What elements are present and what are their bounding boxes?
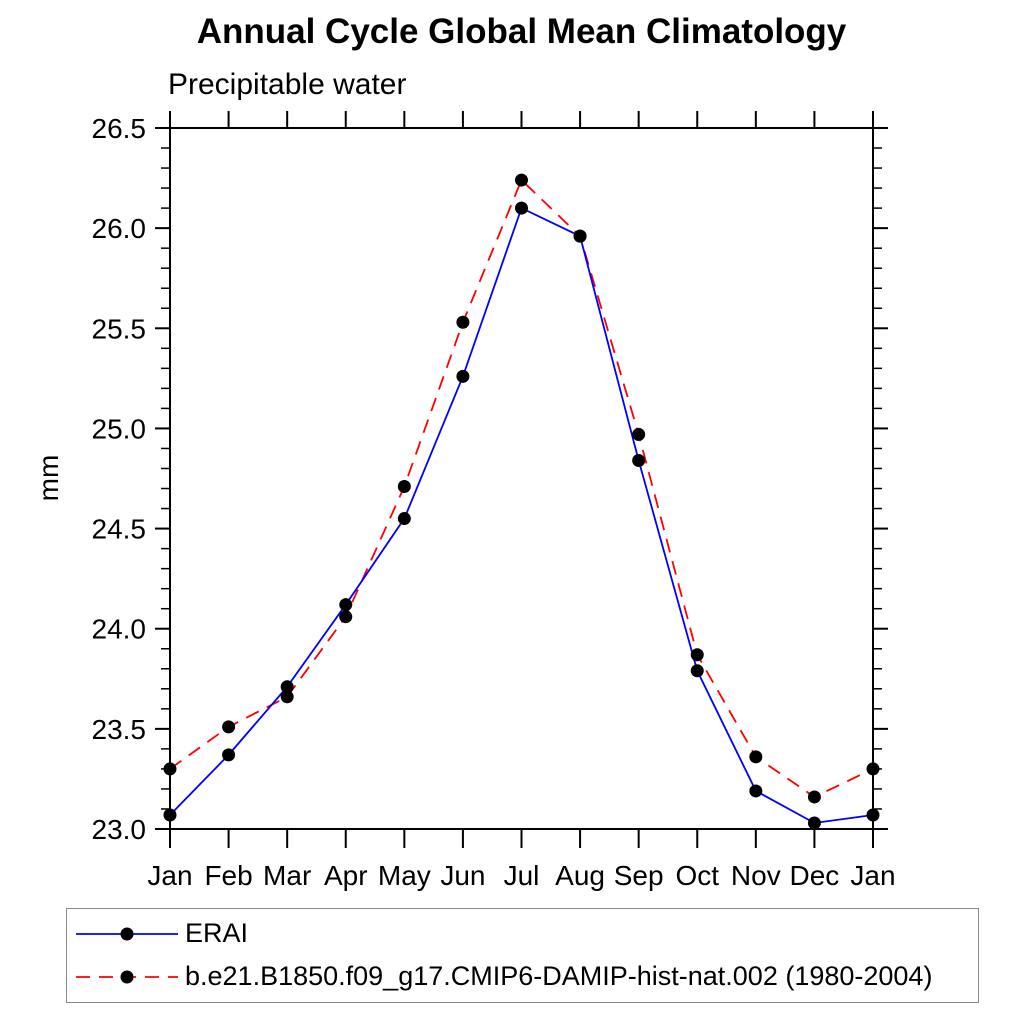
legend-label-erai: ERAI [185, 918, 249, 948]
svg-text:Sep: Sep [614, 860, 664, 891]
svg-text:Aug: Aug [555, 860, 605, 891]
legend-line-sample-erai [76, 927, 178, 941]
y-axis: 23.0 23.5 24.0 24.5 25.0 25.5 26.0 26.5 [92, 113, 888, 845]
svg-text:24.0: 24.0 [92, 614, 147, 645]
svg-text:25.5: 25.5 [92, 313, 147, 344]
svg-text:26.5: 26.5 [92, 113, 147, 144]
svg-text:Mar: Mar [263, 860, 311, 891]
svg-text:Jun: Jun [440, 860, 485, 891]
svg-text:25.0: 25.0 [92, 413, 147, 444]
svg-text:Jan: Jan [850, 860, 895, 891]
chart-subtitle: Precipitable water [168, 68, 407, 101]
erai-line [169, 206, 874, 824]
chart-title: Annual Cycle Global Mean Climatology [196, 12, 847, 51]
legend-label-model: b.e21.B1850.f09_g17.CMIP6-DAMIP-hist-nat… [185, 961, 933, 991]
svg-text:Nov: Nov [731, 860, 781, 891]
svg-text:Oct: Oct [675, 860, 719, 891]
svg-text:May: May [378, 860, 431, 891]
axes-box [169, 127, 874, 830]
svg-text:Apr: Apr [324, 860, 368, 891]
legend-line-sample-model [76, 970, 178, 984]
svg-text:23.5: 23.5 [92, 714, 147, 745]
data-point-markers [163, 173, 880, 830]
svg-text:Dec: Dec [790, 860, 840, 891]
x-axis: Jan Feb Mar Apr May Jun Jul Aug Sep Oct Nov Dec Jan [147, 111, 896, 891]
model-line [169, 178, 874, 798]
svg-text:Feb: Feb [204, 860, 252, 891]
svg-text:Jul: Jul [504, 860, 540, 891]
svg-text:Jan: Jan [147, 860, 192, 891]
svg-text:24.5: 24.5 [92, 514, 147, 545]
legend-item-erai: ERAI [67, 912, 978, 955]
legend-item-model: b.e21.B1850.f09_g17.CMIP6-DAMIP-hist-nat… [67, 955, 978, 998]
svg-text:26.0: 26.0 [92, 213, 147, 244]
legend: ERAI b.e21.B1850.f09_g17.CMIP6-DAMIP-his… [66, 908, 979, 1003]
svg-text:23.0: 23.0 [92, 814, 147, 845]
